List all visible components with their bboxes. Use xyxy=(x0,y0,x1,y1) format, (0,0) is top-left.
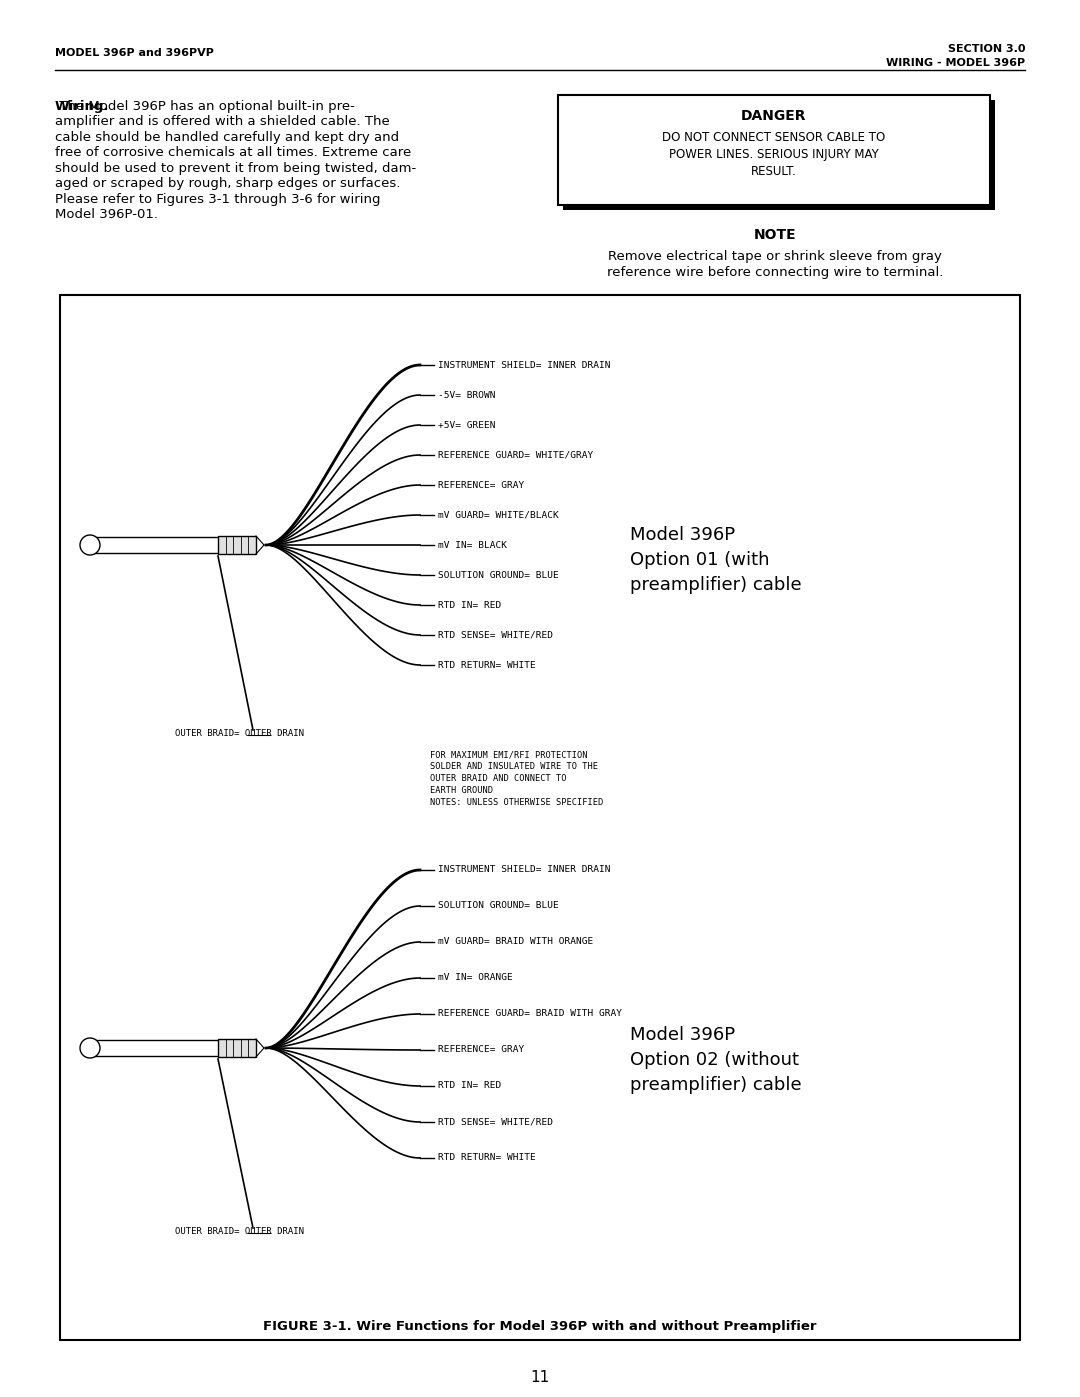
Text: MODEL 396P and 396PVP: MODEL 396P and 396PVP xyxy=(55,47,214,59)
Text: REFERENCE= GRAY: REFERENCE= GRAY xyxy=(438,481,524,489)
Text: RTD IN= RED: RTD IN= RED xyxy=(438,1081,501,1091)
Text: Please refer to Figures 3-1 through 3-6 for wiring: Please refer to Figures 3-1 through 3-6 … xyxy=(55,193,380,205)
Bar xyxy=(60,295,1020,1340)
Text: REFERENCE GUARD= WHITE/GRAY: REFERENCE GUARD= WHITE/GRAY xyxy=(438,450,593,460)
Text: +5V= GREEN: +5V= GREEN xyxy=(438,420,496,429)
Text: free of corrosive chemicals at all times. Extreme care: free of corrosive chemicals at all times… xyxy=(55,147,411,159)
Text: RTD SENSE= WHITE/RED: RTD SENSE= WHITE/RED xyxy=(438,1118,553,1126)
Text: SOLUTION GROUND= BLUE: SOLUTION GROUND= BLUE xyxy=(438,570,558,580)
Text: mV IN= ORANGE: mV IN= ORANGE xyxy=(438,974,513,982)
Text: Model 396P
Option 02 (without
preamplifier) cable: Model 396P Option 02 (without preamplifi… xyxy=(630,1025,801,1094)
Bar xyxy=(558,95,990,205)
Circle shape xyxy=(80,535,100,555)
Circle shape xyxy=(80,1038,100,1058)
Text: POWER LINES. SERIOUS INJURY MAY: POWER LINES. SERIOUS INJURY MAY xyxy=(670,148,879,161)
Text: 11: 11 xyxy=(530,1370,550,1384)
Text: should be used to prevent it from being twisted, dam-: should be used to prevent it from being … xyxy=(55,162,416,175)
Text: RTD IN= RED: RTD IN= RED xyxy=(438,601,501,609)
Text: RTD SENSE= WHITE/RED: RTD SENSE= WHITE/RED xyxy=(438,630,553,640)
Text: Model 396P-01.: Model 396P-01. xyxy=(55,208,158,222)
Text: RESULT.: RESULT. xyxy=(751,165,797,177)
Text: INSTRUMENT SHIELD= INNER DRAIN: INSTRUMENT SHIELD= INNER DRAIN xyxy=(438,360,610,369)
Text: -5V= BROWN: -5V= BROWN xyxy=(438,391,496,400)
Text: cable should be handled carefully and kept dry and: cable should be handled carefully and ke… xyxy=(55,131,400,144)
Text: INSTRUMENT SHIELD= INNER DRAIN: INSTRUMENT SHIELD= INNER DRAIN xyxy=(438,866,610,875)
Text: REFERENCE= GRAY: REFERENCE= GRAY xyxy=(438,1045,524,1055)
Text: WIRING - MODEL 396P: WIRING - MODEL 396P xyxy=(886,59,1025,68)
Text: DO NOT CONNECT SENSOR CABLE TO: DO NOT CONNECT SENSOR CABLE TO xyxy=(662,131,886,144)
Text: FIGURE 3-1. Wire Functions for Model 396P with and without Preamplifier: FIGURE 3-1. Wire Functions for Model 396… xyxy=(264,1320,816,1333)
Bar xyxy=(563,101,995,210)
Text: DANGER: DANGER xyxy=(741,109,807,123)
Text: amplifier and is offered with a shielded cable. The: amplifier and is offered with a shielded… xyxy=(55,116,390,129)
Text: aged or scraped by rough, sharp edges or surfaces.: aged or scraped by rough, sharp edges or… xyxy=(55,177,401,190)
Text: mV IN= BLACK: mV IN= BLACK xyxy=(438,541,507,549)
Text: OUTER BRAID= OUTER DRAIN: OUTER BRAID= OUTER DRAIN xyxy=(175,729,303,738)
Text: SOLUTION GROUND= BLUE: SOLUTION GROUND= BLUE xyxy=(438,901,558,911)
Text: SECTION 3.0: SECTION 3.0 xyxy=(947,43,1025,54)
Bar xyxy=(218,536,256,555)
Text: OUTER BRAID= OUTER DRAIN: OUTER BRAID= OUTER DRAIN xyxy=(175,1227,303,1236)
Text: NOTES: UNLESS OTHERWISE SPECIFIED: NOTES: UNLESS OTHERWISE SPECIFIED xyxy=(430,798,604,807)
Text: REFERENCE GUARD= BRAID WITH GRAY: REFERENCE GUARD= BRAID WITH GRAY xyxy=(438,1010,622,1018)
Text: FOR MAXIMUM EMI/RFI PROTECTION: FOR MAXIMUM EMI/RFI PROTECTION xyxy=(430,750,588,759)
Text: The Model 396P has an optional built-in pre-: The Model 396P has an optional built-in … xyxy=(55,101,355,113)
Text: RTD RETURN= WHITE: RTD RETURN= WHITE xyxy=(438,661,536,669)
Text: EARTH GROUND: EARTH GROUND xyxy=(430,787,492,795)
Bar xyxy=(218,1039,256,1058)
Text: mV GUARD= BRAID WITH ORANGE: mV GUARD= BRAID WITH ORANGE xyxy=(438,937,593,947)
Text: RTD RETURN= WHITE: RTD RETURN= WHITE xyxy=(438,1154,536,1162)
Text: mV GUARD= WHITE/BLACK: mV GUARD= WHITE/BLACK xyxy=(438,510,558,520)
Text: NOTE: NOTE xyxy=(754,228,796,242)
Text: Remove electrical tape or shrink sleeve from gray: Remove electrical tape or shrink sleeve … xyxy=(608,250,942,263)
Text: SOLDER AND INSULATED WIRE TO THE: SOLDER AND INSULATED WIRE TO THE xyxy=(430,761,598,771)
Text: reference wire before connecting wire to terminal.: reference wire before connecting wire to… xyxy=(607,265,943,279)
Text: OUTER BRAID AND CONNECT TO: OUTER BRAID AND CONNECT TO xyxy=(430,774,567,782)
Text: Model 396P
Option 01 (with
preamplifier) cable: Model 396P Option 01 (with preamplifier)… xyxy=(630,527,801,594)
Text: Wiring.: Wiring. xyxy=(55,101,109,113)
